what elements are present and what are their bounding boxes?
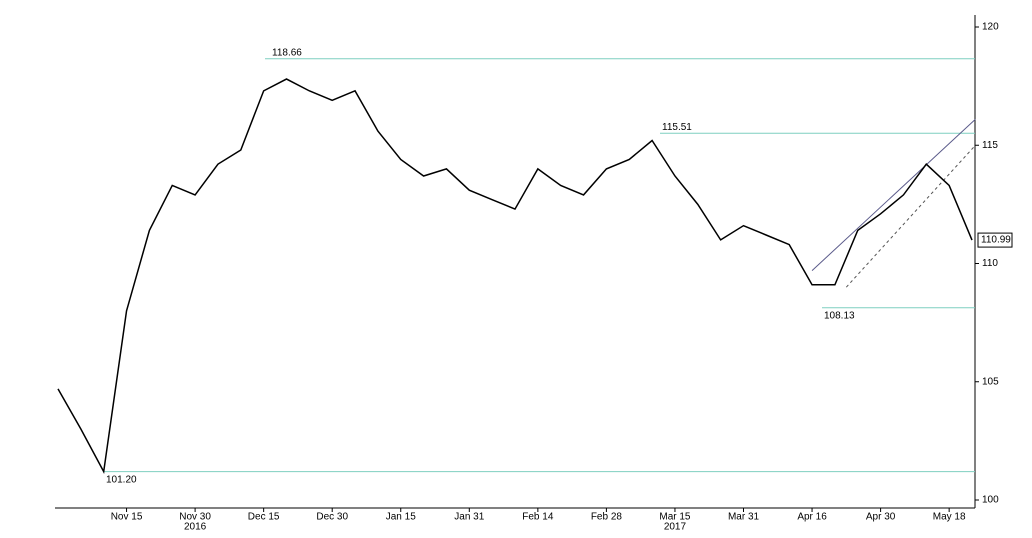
level-label: 101.20 <box>106 474 137 485</box>
x-tick-label: Jan 31 <box>454 512 484 523</box>
x-tick-label: Apr 16 <box>797 512 827 523</box>
x-tick-label: Dec 30 <box>316 512 348 523</box>
last-value-box <box>977 232 1013 248</box>
year-label: 2017 <box>664 522 687 533</box>
y-tick-label: 110 <box>982 258 998 269</box>
y-tick-label: 105 <box>982 376 999 387</box>
x-tick-label: Feb 14 <box>522 512 554 523</box>
x-tick-label: Feb 28 <box>591 512 623 523</box>
y-tick-label: 120 <box>982 22 999 33</box>
last-value-label: 110.99 <box>981 235 1011 246</box>
trendline <box>811 118 976 271</box>
level-label: 115.51 <box>662 122 692 133</box>
x-tick-label: Jan 15 <box>386 512 416 523</box>
price-line <box>57 78 973 474</box>
x-tick-label: Mar 31 <box>728 512 760 523</box>
x-tick-label: Nov 15 <box>111 512 143 523</box>
x-tick-label: Apr 30 <box>866 512 896 523</box>
x-tick-label: Mar 15 <box>659 512 691 523</box>
level-label: 108.13 <box>824 310 855 321</box>
x-tick-label: Dec 15 <box>248 512 280 523</box>
level-label: 118.66 <box>272 47 302 58</box>
x-tick-label: Nov 30 <box>179 512 211 523</box>
x-tick-label: May 18 <box>933 512 966 523</box>
y-tick-label: 115 <box>982 140 998 151</box>
year-label: 2016 <box>184 522 207 533</box>
y-tick-label: 100 <box>982 495 999 506</box>
trendline <box>845 144 976 288</box>
